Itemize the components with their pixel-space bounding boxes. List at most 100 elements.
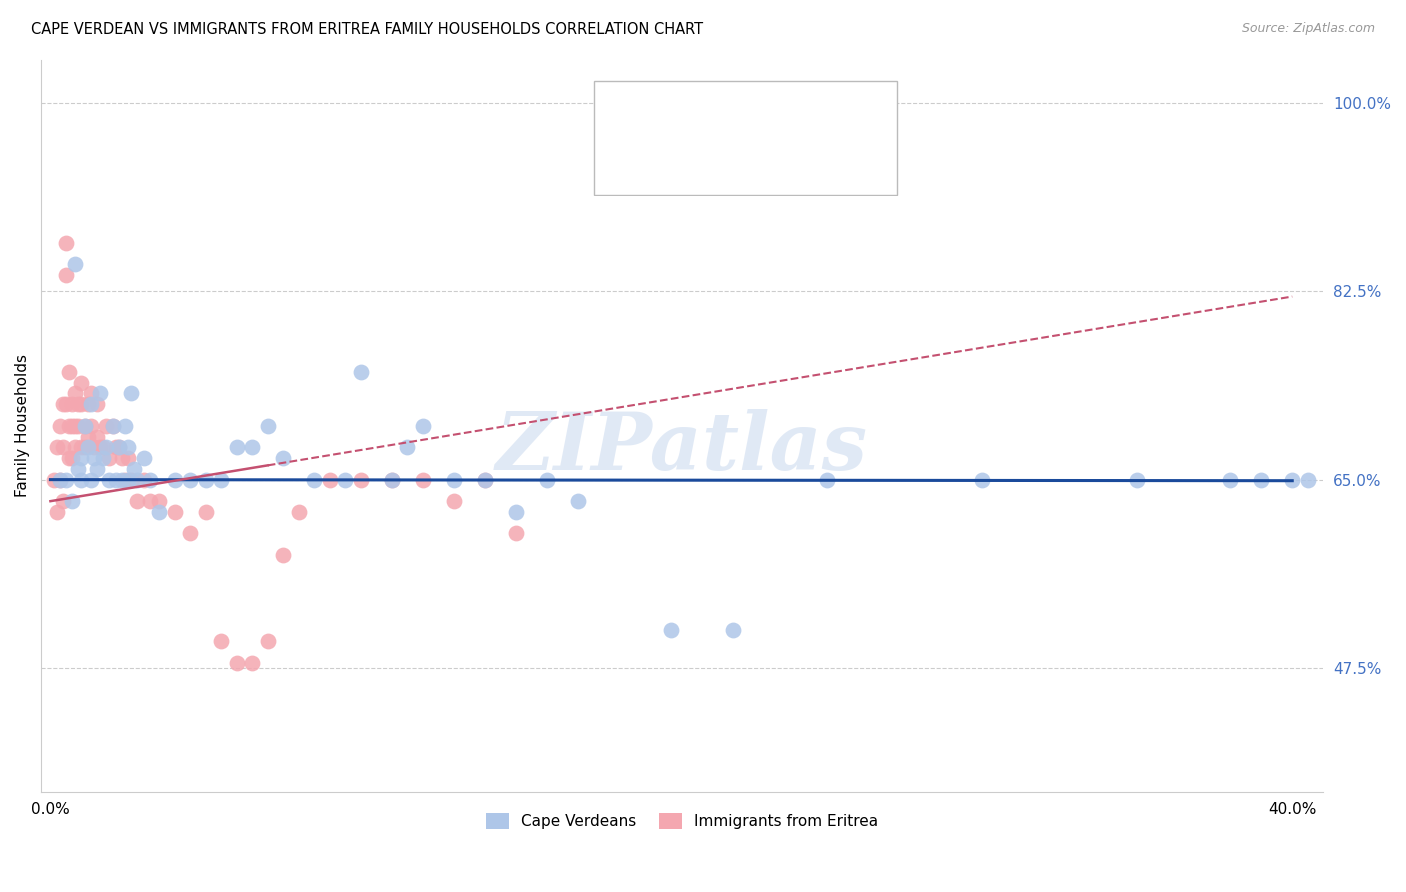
- Point: [65, 440, 87, 454]
- Legend: Cape Verdeans, Immigrants from Eritrea: Cape Verdeans, Immigrants from Eritrea: [479, 807, 884, 836]
- Point: [86, 397, 108, 411]
- Point: [179, 526, 201, 541]
- Point: [70, 451, 93, 466]
- Point: [179, 473, 201, 487]
- Point: [101, 418, 124, 433]
- Text: R =  0.087: R = 0.087: [655, 155, 734, 170]
- Point: [98, 473, 121, 487]
- Point: [505, 505, 527, 519]
- Point: [194, 505, 217, 519]
- Point: [271, 451, 294, 466]
- Point: [80, 473, 103, 487]
- Point: [117, 440, 139, 454]
- Point: [55, 473, 77, 487]
- Point: [350, 365, 373, 379]
- Point: [60, 494, 83, 508]
- Point: [58, 418, 80, 433]
- Point: [55, 268, 77, 282]
- Point: [194, 473, 217, 487]
- Point: [350, 473, 373, 487]
- Point: [65, 257, 87, 271]
- Point: [240, 656, 263, 670]
- Point: [73, 440, 96, 454]
- Point: [132, 473, 155, 487]
- Point: [1281, 473, 1303, 487]
- Point: [567, 494, 589, 508]
- Point: [505, 526, 527, 541]
- Point: [48, 418, 70, 433]
- Point: [225, 656, 247, 670]
- Point: [1219, 473, 1241, 487]
- Point: [117, 473, 139, 487]
- Point: [89, 386, 111, 401]
- Point: [412, 473, 434, 487]
- Point: [42, 473, 65, 487]
- FancyBboxPatch shape: [603, 144, 643, 182]
- Point: [58, 365, 80, 379]
- Point: [163, 473, 186, 487]
- Point: [65, 386, 87, 401]
- Point: [209, 634, 232, 648]
- Point: [80, 418, 103, 433]
- Point: [111, 473, 134, 487]
- Point: [80, 397, 103, 411]
- Y-axis label: Family Households: Family Households: [15, 354, 30, 497]
- Point: [120, 473, 142, 487]
- Point: [271, 548, 294, 562]
- Point: [76, 440, 98, 454]
- Point: [117, 451, 139, 466]
- Point: [396, 440, 419, 454]
- Point: [120, 386, 142, 401]
- Point: [107, 440, 129, 454]
- Point: [304, 473, 326, 487]
- Point: [60, 451, 83, 466]
- Point: [45, 505, 67, 519]
- Point: [86, 429, 108, 443]
- Point: [474, 473, 496, 487]
- Point: [70, 440, 93, 454]
- Point: [148, 494, 170, 508]
- Point: [114, 473, 136, 487]
- Point: [209, 473, 232, 487]
- Point: [48, 473, 70, 487]
- Point: [111, 451, 134, 466]
- Point: [67, 397, 90, 411]
- Point: [107, 440, 129, 454]
- Point: [122, 462, 145, 476]
- Point: [256, 634, 278, 648]
- Point: [1250, 473, 1272, 487]
- Point: [104, 473, 127, 487]
- Point: [52, 397, 75, 411]
- Point: [96, 418, 118, 433]
- Point: [288, 505, 311, 519]
- Point: [1296, 473, 1319, 487]
- Point: [970, 473, 993, 487]
- Point: [83, 451, 105, 466]
- Point: [96, 440, 118, 454]
- Point: [412, 418, 434, 433]
- Point: [80, 386, 103, 401]
- Point: [319, 473, 342, 487]
- Point: [104, 440, 127, 454]
- Text: N = 58: N = 58: [794, 103, 845, 118]
- Point: [70, 397, 93, 411]
- Point: [381, 473, 404, 487]
- Point: [98, 451, 121, 466]
- Point: [83, 440, 105, 454]
- Point: [67, 462, 90, 476]
- Point: [52, 494, 75, 508]
- Point: [474, 473, 496, 487]
- Point: [127, 494, 149, 508]
- Point: [60, 418, 83, 433]
- Point: [723, 624, 745, 638]
- Point: [443, 494, 465, 508]
- Point: [256, 418, 278, 433]
- Point: [52, 440, 75, 454]
- Point: [76, 397, 98, 411]
- Point: [89, 440, 111, 454]
- Point: [815, 473, 838, 487]
- Point: [335, 473, 357, 487]
- Point: [91, 440, 114, 454]
- Point: [163, 505, 186, 519]
- Point: [76, 429, 98, 443]
